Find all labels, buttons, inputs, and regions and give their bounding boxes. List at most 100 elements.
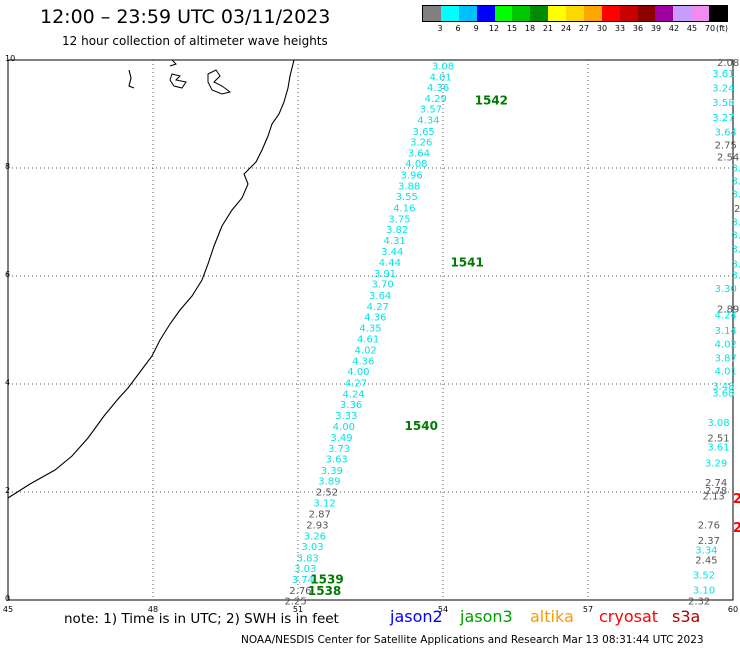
wave-height-label: 4.16 [393,204,415,215]
legend-tick-label: 27 [578,24,590,33]
wave-height-label: 2.32 [688,597,710,608]
wave-height-label: 3.55 [396,192,418,203]
wave-height-label: 4.36 [427,83,449,94]
wave-height-label: 3.08 [707,418,729,429]
x-tick-label: 48 [148,605,158,614]
island-outline [207,69,232,95]
wave-height-label: 4.24 [342,389,364,400]
wave-height-label: 3.08 [432,61,454,72]
legend-tick-label: 33 [614,24,626,33]
wave-height-label: 3.03 [301,542,323,553]
satellite-name-jason2: jason2 [390,607,443,626]
wave-height-label: 2.37 [698,536,720,547]
wave-height-label: 3.52 [693,571,715,582]
legend-swatch [548,6,566,21]
satellite-name-jason3: jason3 [460,607,513,626]
wave-height-label: 3.26 [732,245,740,256]
wave-height-label: 3.34 [695,545,717,556]
wave-height-label: 2.78 [705,486,727,497]
map-title: 12:00 – 23:59 UTC 03/11/2023 [40,6,331,28]
x-tick-label: 54 [438,605,448,614]
legend-swatch [423,6,441,21]
wave-height-legend: 3 6 9 12 15 18 21 24 27 30 33 36 39 42 45 70 (ft) [422,5,728,34]
wave-height-label: 3.61 [712,69,734,80]
wave-height-label: 3.68 [712,389,734,400]
wave-height-label: 4.36 [364,313,386,324]
wave-height-label: 4.36 [352,356,374,367]
orbit-number-label: 1542 [475,94,508,108]
wave-height-label: 4.31 [384,236,406,247]
legend-tick-label: 24 [560,24,572,33]
wave-height-label: 3.19 [732,231,740,242]
wave-height-label: 3.64 [408,148,430,159]
wave-height-label: 3.33 [335,411,357,422]
legend-swatch [619,6,638,21]
legend-tick-label: 42 [668,24,680,33]
wave-height-label: 2.75 [715,140,737,151]
wave-height-label: 2.76 [698,520,720,531]
wave-height-label: 4.24 [715,310,737,321]
legend-tick-label: 18 [524,24,536,33]
wave-height-label: 4.02 [355,346,377,357]
legend-tick-label: 45 [686,24,698,33]
wave-height-label: 3.14 [715,326,737,337]
wave-height-label: 3.83 [297,553,319,564]
wave-height-label: 3.75 [388,214,410,225]
legend-tick-label: 3 [437,24,443,33]
island-outline [169,59,177,67]
footnote: note: 1) Time is in UTC; 2) SWH is in fe… [64,611,339,627]
legend-swatch [476,6,495,21]
wave-height-label: 2.51 [707,434,729,445]
wave-height-label: 3.27 [712,113,734,124]
wave-height-label: 4.01 [715,367,737,378]
wave-height-label: 4.00 [333,422,355,433]
wave-height-label: 2.89 [717,304,739,315]
wave-height-label: 3.30 [715,284,737,295]
legend-tick-label: 9 [473,24,479,33]
map-subtitle: 12 hour collection of altimeter wave hei… [62,34,328,48]
wave-height-label: 3.10 [693,585,715,596]
satellite-name-s3a: s3a [672,607,701,626]
wave-height-label: 3.91 [374,269,396,280]
legend-tick-label: 15 [506,24,518,33]
legend-swatch [512,6,531,21]
legend-swatch [709,6,727,21]
wave-height-label: 2.25 [284,597,306,608]
wave-height-label: 3.21 [732,218,740,229]
wave-height-label: 4.44 [379,258,401,269]
credit-line: NOAA/NESDIS Center for Satellite Applica… [241,634,704,646]
wave-height-label: 3.70 [371,280,393,291]
legend-swatch [458,6,477,21]
wave-height-label: 3.88 [398,181,420,192]
legend-swatch [530,6,549,21]
wave-height-label: 2.87 [309,510,331,521]
wave-height-label: 4.08 [405,159,427,170]
wave-height-label: 4.27 [367,302,389,313]
legend-swatch [655,6,674,21]
x-tick-label: 57 [583,605,593,614]
legend-swatch [583,6,602,21]
wave-height-label: 3.87 [715,354,737,365]
legend-swatch [691,6,709,21]
y-tick-label: 4 [5,378,10,387]
wave-height-label: 3.34 [732,189,740,200]
wave-height-label: 3.74 [292,575,314,586]
wave-height-label: 4.61 [357,335,379,346]
legend-swatch [566,6,584,21]
legend-swatch [601,6,620,21]
legend-unit-label: (ft) [715,24,729,33]
wave-height-label: 2.76 [289,586,311,597]
wave-height-label: 3.03 [294,564,316,575]
wave-height-label: 2.54 [717,153,739,164]
wave-height-label: 3.96 [400,171,422,182]
wave-height-label: 3.14 [732,177,740,188]
island-outline [128,69,135,89]
wave-height-label: 3.12 [313,498,335,509]
legend-tick-label: 30 [596,24,608,33]
wave-height-label: 3.73 [328,444,350,455]
island-outline [169,73,187,89]
y-tick-label: 8 [5,162,10,171]
legend-color-bar [422,5,728,22]
wave-height-label: 4.01 [429,72,451,83]
wave-height-label: 3.82 [386,225,408,236]
